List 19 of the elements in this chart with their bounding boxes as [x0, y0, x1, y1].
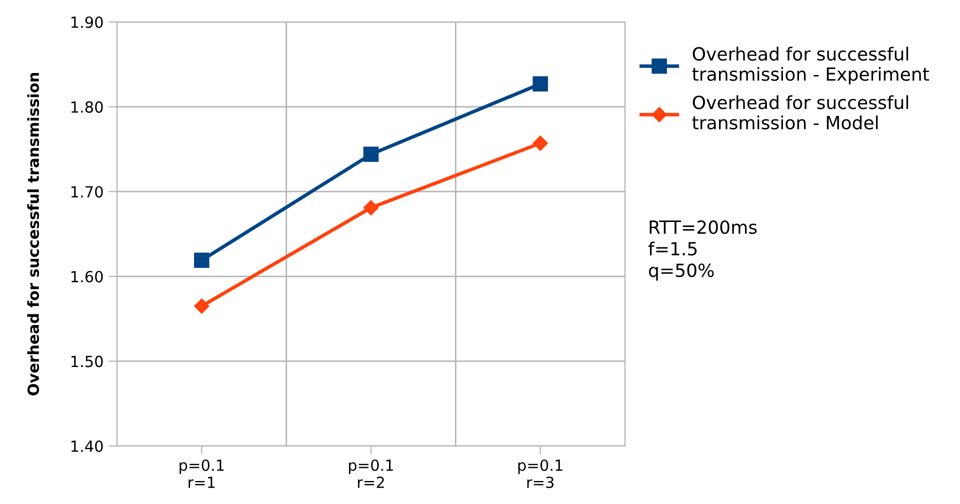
point	[194, 298, 210, 314]
legend-label: Overhead for successful transmission - Model	[692, 95, 908, 130]
point	[363, 146, 379, 162]
y-axis-title: Overhead for successful transmission	[27, 72, 40, 396]
y-tick-label: 1.50	[71, 356, 103, 368]
y-tick-label: 1.80	[71, 101, 103, 113]
y-tick-label: 1.90	[71, 16, 103, 28]
y-tick-label: 1.60	[71, 270, 103, 282]
text: RTT=200ms f=1.5 q=50%	[648, 220, 757, 281]
point	[532, 136, 548, 151]
point	[194, 252, 210, 268]
point	[532, 76, 548, 92]
y-tick-label: 1.40	[71, 440, 103, 452]
point	[363, 200, 379, 216]
x-tick-label: p=0.1 r=1	[180, 459, 224, 488]
y-tick-label: 1.70	[71, 186, 103, 198]
legend-label: Overhead for successful transmission - Experiment	[692, 46, 930, 84]
x-tick-label: p=0.1 r=3	[518, 459, 562, 488]
x-tick-label: p=0.1 r=2	[348, 459, 393, 488]
